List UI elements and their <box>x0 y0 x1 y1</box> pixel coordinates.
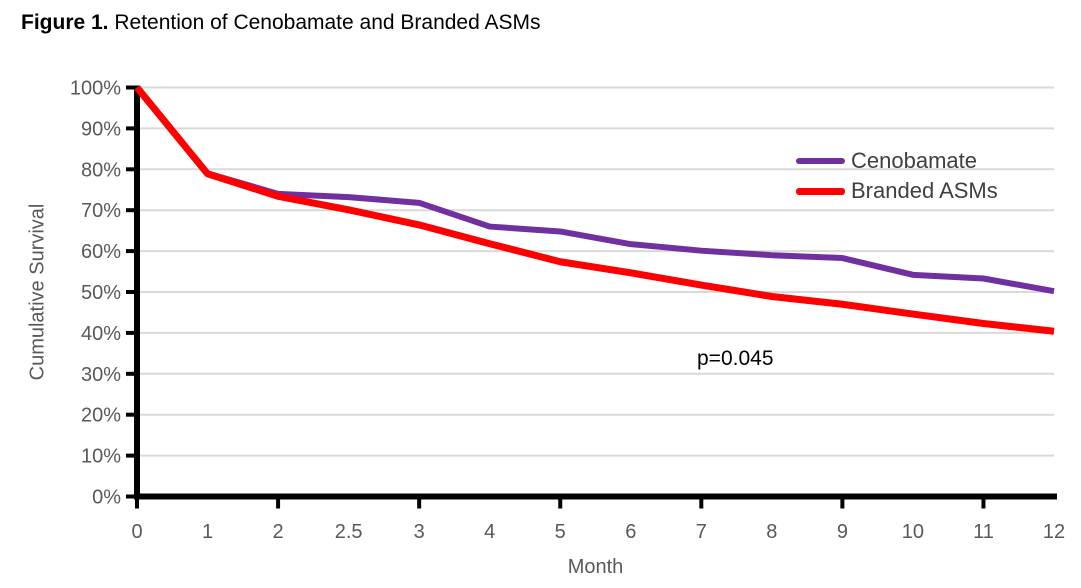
x-tick-label: 7 <box>696 521 707 543</box>
y-tick-label: 70% <box>81 200 121 222</box>
x-tick-label: 5 <box>555 521 566 543</box>
legend: Cenobamate Branded ASMs <box>796 146 998 206</box>
y-tick-label: 40% <box>81 323 121 345</box>
series-line-branded-asms <box>134 85 1055 335</box>
legend-item-cenobamate: Cenobamate <box>796 146 998 176</box>
y-tick-label: 100% <box>70 78 121 100</box>
x-tick-label: 4 <box>484 521 495 543</box>
x-tick-label: 6 <box>625 521 636 543</box>
x-axis-title: Month <box>567 556 624 578</box>
legend-label-branded-asms: Branded ASMs <box>851 178 998 203</box>
legend-label-cenobamate: Cenobamate <box>851 148 977 173</box>
y-tick-label: 0% <box>92 487 121 509</box>
x-tick-label: 12 <box>1043 521 1065 543</box>
y-tick-label: 90% <box>81 118 121 140</box>
x-tick-label: 2.5 <box>335 521 363 543</box>
x-tick-label: 8 <box>766 521 777 543</box>
p-value-annotation: p=0.045 <box>697 347 774 370</box>
y-tick-label: 10% <box>81 446 121 468</box>
x-tick-label: 10 <box>902 521 924 543</box>
x-tick-label: 9 <box>837 521 848 543</box>
y-tick-label: 30% <box>81 364 121 386</box>
figure-label: Figure 1. <box>21 11 109 34</box>
legend-item-branded-asms: Branded ASMs <box>796 176 998 206</box>
y-tick-label: 80% <box>81 159 121 181</box>
y-axis-title: Cumulative Survival <box>26 203 49 381</box>
x-tick-label: 11 <box>973 521 994 543</box>
cenobamate-line-swatch <box>796 158 845 164</box>
y-tick-label: 20% <box>81 405 121 427</box>
x-tick-label: 2 <box>273 521 284 543</box>
y-tick-label: 60% <box>81 241 121 263</box>
x-tick-label: 3 <box>414 521 425 543</box>
figure-caption: Retention of Cenobamate and Branded ASMs <box>108 11 541 34</box>
figure-title: Figure 1. Retention of Cenobamate and Br… <box>21 11 540 35</box>
x-tick-label: 0 <box>131 521 142 543</box>
y-tick-label: 50% <box>81 282 121 304</box>
branded-asms-line-swatch <box>796 187 845 195</box>
series-line-cenobamate <box>134 85 1055 295</box>
x-tick-label: 1 <box>202 521 213 543</box>
